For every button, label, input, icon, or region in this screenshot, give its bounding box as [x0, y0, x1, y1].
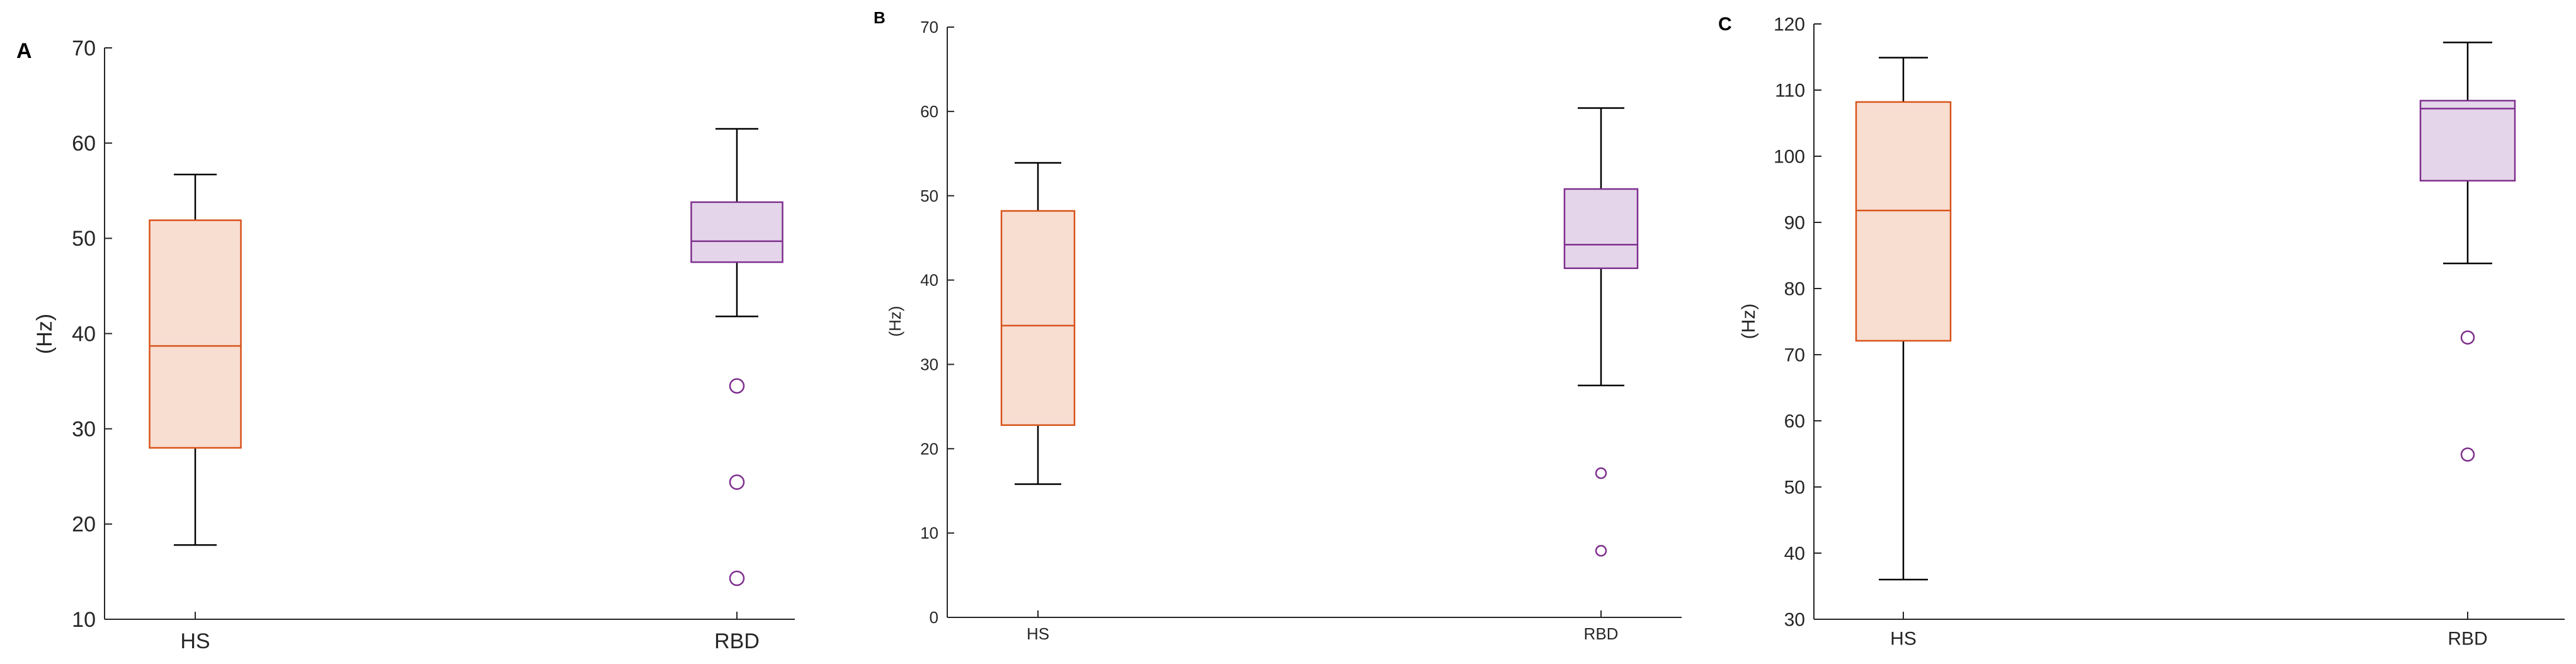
y-tick-label: 90	[1784, 213, 1805, 234]
y-axis-label: (Hz)	[33, 314, 57, 354]
iqr-box	[1563, 188, 1639, 270]
iqr-box	[1855, 101, 1952, 342]
y-tick-label: 10	[72, 608, 96, 632]
outlier-point	[2460, 330, 2475, 345]
box-hs	[1000, 162, 1076, 485]
outlier-point	[729, 378, 745, 394]
x-tick-label: HS	[1027, 624, 1049, 643]
y-tick-label: 80	[1784, 279, 1805, 300]
y-tick-label: 40	[1784, 544, 1805, 564]
y-tick-label: 30	[920, 355, 938, 374]
y-tick-label: 40	[72, 322, 96, 346]
y-axis-label: (Hz)	[1738, 304, 1759, 340]
chart-panel-a: 10 20 30 40 50 60 70 (Hz) A HS RBD	[16, 37, 795, 653]
y-tick-label: 0	[930, 608, 938, 627]
y-tick-label: 100	[1774, 147, 1805, 168]
y-tick-label: 50	[1784, 478, 1805, 498]
x-tick-label: HS	[1890, 629, 1917, 650]
iqr-box	[2419, 100, 2516, 182]
outlier-point	[729, 570, 745, 587]
x-tick-label: RBD	[2448, 629, 2487, 650]
y-tick-label: 110	[1775, 81, 1805, 101]
box-hs	[149, 173, 242, 546]
y-axis-label: (Hz)	[886, 306, 904, 336]
outlier-point	[2460, 447, 2475, 462]
y-tick-label: 40	[920, 271, 938, 290]
y-tick-label: 60	[72, 132, 96, 156]
y-tick-label: 50	[920, 186, 938, 205]
y-tick-label: 50	[72, 227, 96, 251]
panel-label: B	[874, 8, 886, 27]
y-tick-label: 10	[920, 524, 938, 542]
panel-label: C	[1718, 14, 1732, 35]
y-tick-label: 20	[920, 439, 938, 458]
outlier-point	[729, 474, 745, 490]
y-tick-label: 70	[1784, 345, 1805, 366]
chart-panel-c: 30 40 50 60 70 80 90 100 110 120 (Hz) C HS RBD	[1718, 14, 2565, 650]
y-tick-label: 60	[920, 102, 938, 121]
box-hs	[1855, 57, 1952, 581]
iqr-box	[1000, 210, 1076, 426]
box-rbd	[1563, 107, 1639, 557]
y-tick-label: 70	[920, 18, 938, 37]
outlier-point	[1595, 467, 1607, 479]
y-tick-label: 60	[1784, 411, 1805, 432]
y-tick-label: 120	[1774, 14, 1805, 35]
y-tick-label: 30	[1784, 610, 1805, 631]
x-tick-label: RBD	[1584, 624, 1619, 643]
panel-label: A	[16, 39, 32, 63]
box-rbd	[2419, 42, 2516, 462]
chart-panel-b: 0 10 20 30 40 50 60 70 (Hz) B HS RBD	[874, 8, 1682, 643]
y-tick-label: 20	[72, 513, 96, 537]
x-tick-label: RBD	[714, 629, 760, 653]
outlier-point	[1595, 545, 1607, 557]
iqr-box	[690, 201, 784, 263]
x-tick-label: HS	[180, 629, 210, 653]
box-rbd	[690, 128, 784, 587]
y-tick-label: 70	[72, 37, 96, 60]
y-tick-label: 30	[72, 418, 96, 442]
iqr-box	[149, 219, 242, 449]
